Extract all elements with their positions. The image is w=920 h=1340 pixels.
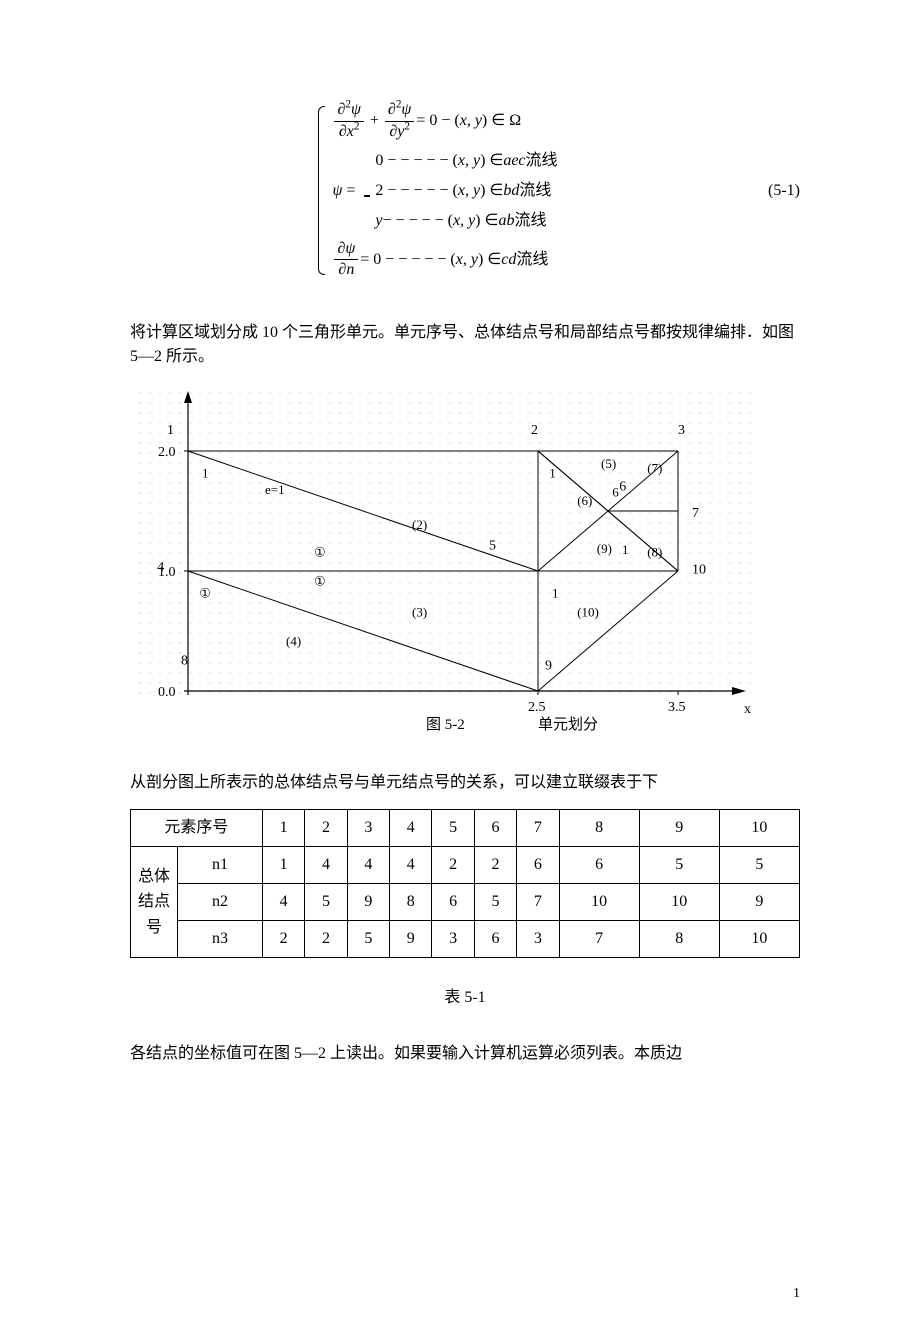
equation-number: (5-1) [740,179,800,203]
svg-text:1: 1 [202,466,209,481]
left-brace-outer [312,100,326,281]
svg-text:(2): (2) [412,517,427,532]
svg-text:0.0: 0.0 [158,685,176,700]
svg-text:(5): (5) [601,456,616,471]
svg-text:(6): (6) [577,493,592,508]
svg-text:①: ① [199,586,211,601]
svg-text:6: 6 [612,485,619,500]
svg-text:(10): (10) [577,605,599,620]
svg-text:2.5: 2.5 [528,700,546,715]
svg-text:2.0: 2.0 [158,445,176,460]
svg-text:4: 4 [157,560,164,575]
eq-psi-cases: ψ = 0 − − − − − (x, y) ∈ aec流线 2 − − − −… [332,149,557,233]
table-5-1: 元素序号12345678910总体结点号n11444226655n2459865… [130,809,800,958]
svg-text:①: ① [314,545,326,560]
svg-text:(4): (4) [286,634,301,649]
svg-text:(8): (8) [647,545,662,560]
equation-body: ∂2ψ∂x2 + ∂2ψ∂y2 = 0 − (x, y) ∈ Ω ψ = 0 −… [130,100,740,281]
page-number: 1 [793,1283,800,1304]
svg-text:10: 10 [692,563,706,578]
equation-5-1: ∂2ψ∂x2 + ∂2ψ∂y2 = 0 − (x, y) ∈ Ω ψ = 0 −… [130,100,800,281]
paragraph-2: 从剖分图上所表示的总体结点号与单元结点号的关系，可以建立联缀表于下 [130,771,800,795]
paragraph-3: 各结点的坐标值可在图 5—2 上读出。如果要输入计算机运算必须列表。本质边 [130,1042,800,1066]
svg-text:(3): (3) [412,605,427,620]
svg-text:1: 1 [549,466,556,481]
svg-text:5: 5 [489,539,496,554]
svg-text:1: 1 [167,423,174,438]
svg-text:1: 1 [622,542,629,557]
eq-laplacian: ∂2ψ∂x2 + ∂2ψ∂y2 = 0 − (x, y) ∈ Ω [332,100,557,143]
svg-text:单元划分: 单元划分 [538,716,598,733]
svg-text:8: 8 [181,654,188,669]
svg-text:1: 1 [552,586,559,601]
eq-neumann: ∂ψ∂n = 0 − − − − − (x, y) ∈ cd流线 [332,239,557,282]
paragraph-1: 将计算区域划分成 10 个三角形单元。单元序号、总体结点号和局部结点号都按规律编… [130,321,800,369]
svg-text:9: 9 [545,659,552,674]
svg-text:e=1: e=1 [265,482,285,497]
figure-5-2: 0.01.02.02.53.5x123456789101e=1①①①(2)(3)… [130,383,800,751]
svg-text:①: ① [314,574,326,589]
mesh-diagram: 0.01.02.02.53.5x123456789101e=1①①①(2)(3)… [130,383,760,743]
svg-text:图 5-2: 图 5-2 [426,716,465,733]
svg-text:3: 3 [678,423,685,438]
svg-text:(7): (7) [647,461,662,476]
svg-text:6: 6 [619,480,626,495]
svg-text:(9): (9) [597,541,612,556]
svg-text:7: 7 [692,506,699,521]
svg-text:2: 2 [531,423,538,438]
svg-text:3.5: 3.5 [668,700,686,715]
table-caption: 表 5-1 [130,986,800,1010]
svg-text:x: x [744,702,751,717]
